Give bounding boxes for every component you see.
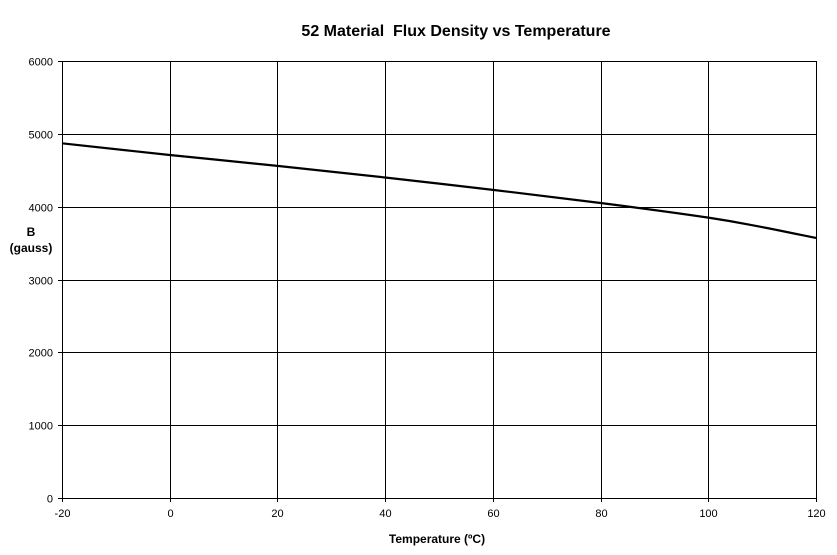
x-tick-label: 100 [699, 508, 717, 520]
y-tick-label: 1000 [29, 421, 53, 433]
x-axis-label: Temperature (ºC) [388, 532, 486, 546]
x-tick-label: 40 [379, 508, 391, 520]
series-line [61, 142, 817, 240]
y-tick-label: 4000 [29, 203, 53, 215]
x-tick-label: 60 [487, 508, 499, 520]
x-tick-label: -20 [55, 508, 71, 520]
x-tick-label: 80 [595, 508, 607, 520]
y-axis-label: B (gauss) [0, 224, 62, 256]
y-axis-label-unit: (gauss) [9, 241, 53, 255]
y-tick-label: 2000 [29, 348, 53, 360]
y-tick-label: 3000 [29, 276, 53, 288]
x-tick-label: 120 [807, 508, 825, 520]
x-tick-label: 0 [167, 508, 173, 520]
grid-lines [62, 61, 817, 498]
x-tick-label: 20 [271, 508, 283, 520]
y-tick-label: 6000 [29, 57, 53, 69]
axes [58, 61, 817, 502]
chart-title: 52 Material Flux Density vs Temperature [301, 23, 611, 40]
series-group [61, 142, 817, 240]
y-axis-label-symbol: B [26, 225, 36, 239]
y-tick-label: 0 [47, 494, 53, 506]
y-tick-label: 5000 [29, 130, 53, 142]
